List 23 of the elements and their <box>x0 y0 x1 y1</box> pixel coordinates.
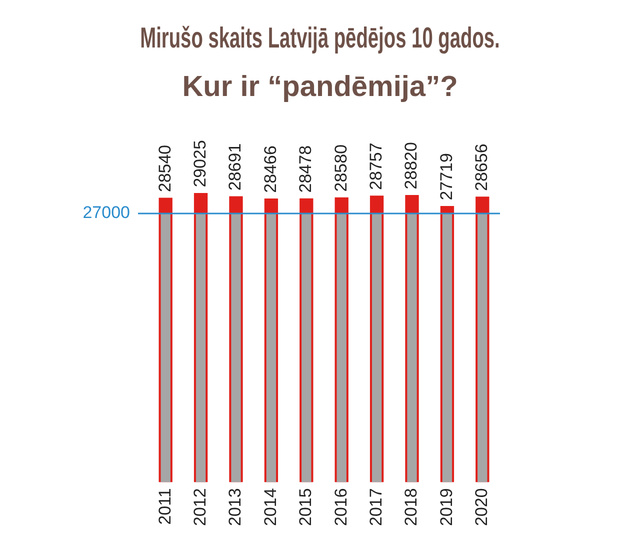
x-tick-label: 2020 <box>472 488 492 526</box>
x-tick-label: 2014 <box>260 488 280 526</box>
data-label: 27719 <box>436 153 456 200</box>
x-tick-label: 2011 <box>155 488 174 525</box>
data-label: 29025 <box>190 140 210 188</box>
x-tick-label: 2018 <box>402 488 421 526</box>
data-label: 28656 <box>472 144 492 191</box>
chart-subtitle: Kur ir “pandēmija”? <box>182 71 458 104</box>
x-tick-label: 2013 <box>226 488 245 526</box>
data-label: 28580 <box>331 144 350 192</box>
x-tick-label: 2019 <box>436 488 456 526</box>
ref-line-label: 27000 <box>82 203 130 222</box>
x-tick-label: 2016 <box>331 488 350 526</box>
data-label: 28820 <box>402 142 421 190</box>
x-tick-label: 2012 <box>190 488 210 526</box>
x-tick-label: 2017 <box>366 488 386 526</box>
data-label: 28757 <box>366 142 386 190</box>
data-label: 28691 <box>226 143 245 191</box>
data-label: 28478 <box>296 145 316 193</box>
data-label: 28540 <box>155 144 174 192</box>
chart-title: Mirušo skaits Latvijā pēdējos 10 gados. <box>140 22 500 54</box>
data-label: 28466 <box>260 146 280 193</box>
x-tick-label: 2015 <box>296 488 316 526</box>
